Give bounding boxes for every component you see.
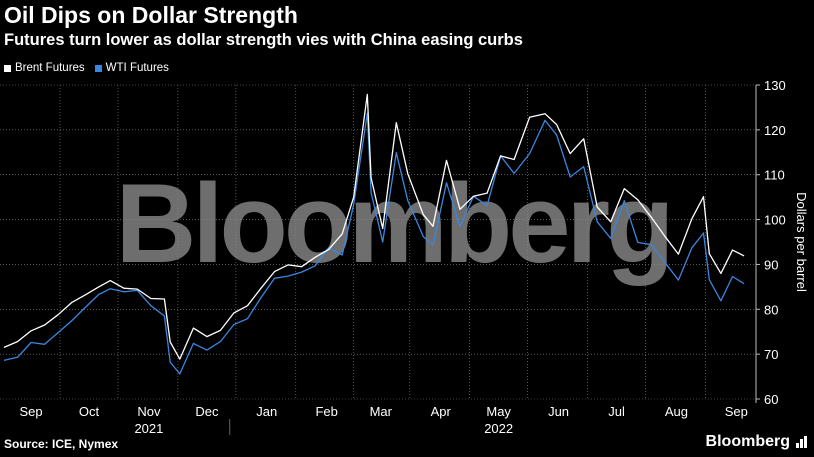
x-tick-label: Aug [665,404,688,419]
y-tick-label: 70 [764,347,778,362]
legend-swatch-wti [94,64,102,72]
legend-item-brent: Brent Futures [4,62,85,74]
legend-label-wti: WTI Futures [105,62,169,74]
legend-item-wti: WTI Futures [94,62,169,74]
legend-label-brent: Brent Futures [15,62,85,74]
series-line-brent [3,93,745,360]
bloomberg-logo: Bloomberg [706,433,808,451]
x-year-label: 2022 [484,421,513,436]
legend-swatch-brent [4,64,11,72]
x-tick-label: Jan [256,404,277,419]
x-year-label: 2021 [134,421,163,436]
y-tick-label: 110 [764,168,785,183]
x-tick-label: Mar [370,404,393,419]
y-axis-title: Dollars per barrel [794,192,809,292]
y-tick-label: 100 [764,213,786,228]
chart-title: Oil Dips on Dollar Strength [4,2,298,28]
y-tick-label: 120 [764,123,786,138]
x-tick-label: Sep [19,404,42,419]
y-tick-label: 60 [764,392,778,407]
x-tick-label: Jun [548,404,569,419]
x-tick-label: Sep [725,404,748,419]
chart-legend: Brent Futures WTI Futures [4,62,179,74]
y-tick-label: 90 [764,257,778,272]
y-tick-label: 130 [764,78,786,93]
source-note: Source: ICE, Nymex [4,437,119,451]
series-line-wti [3,112,745,375]
chart-subtitle: Futures turn lower as dollar strength vi… [4,31,523,49]
x-tick-label: Oct [79,404,100,419]
bar-chart-icon [796,436,808,448]
x-tick-label: May [486,404,511,419]
x-tick-label: Feb [315,404,337,419]
x-tick-label: Jul [608,404,625,419]
watermark-text: Bloomberg [115,161,670,286]
x-tick-label: Apr [431,404,452,419]
y-tick-label: 80 [764,302,778,317]
x-tick-label: Nov [137,404,161,419]
x-tick-label: Dec [195,404,219,419]
brand-name: Bloomberg [705,433,790,450]
